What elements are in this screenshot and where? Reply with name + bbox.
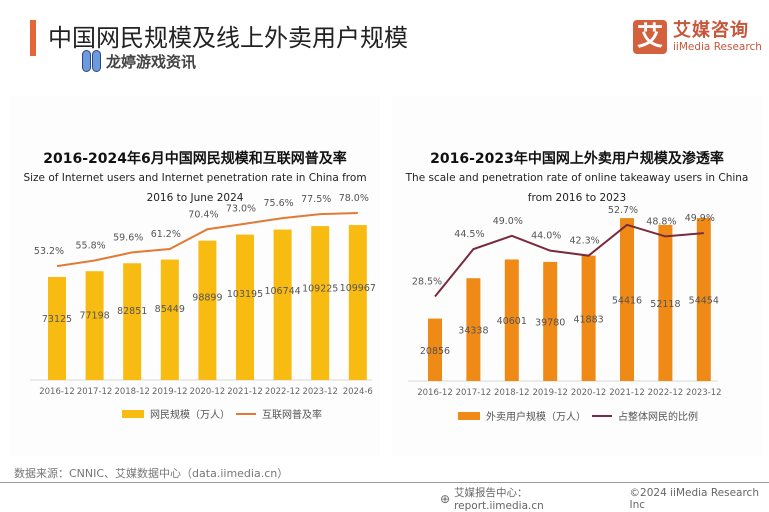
globe-icon: ⊕ bbox=[440, 491, 451, 506]
legend-label-bar: 网民规模（万人） bbox=[150, 410, 230, 421]
logo-name-en: iiMedia Research bbox=[673, 40, 762, 53]
report-center-link[interactable]: 艾媒报告中心：report.iimedia.cn bbox=[454, 487, 544, 512]
legend-swatch-line bbox=[592, 414, 612, 417]
watermark-text: 龙婷游戏资讯 bbox=[106, 52, 197, 71]
chart-title: 2016-2024年6月中国网民规模和互联网普及率 bbox=[43, 151, 347, 167]
legend-swatch-line bbox=[236, 412, 256, 415]
legend-label-line: 占整体网民的比例 bbox=[618, 412, 698, 423]
data-source: 数据来源：CNNIC、艾媒数据中心（data.iimedia.cn） bbox=[14, 467, 289, 480]
chart-title: 2016-2023年中国网上外卖用户规模及渗透率 bbox=[430, 151, 724, 167]
legend-label-line: 互联网普及率 bbox=[262, 410, 322, 421]
title-accent-bar bbox=[30, 20, 36, 56]
brand-logo: 艾 艾媒咨询 iiMedia Research bbox=[633, 20, 762, 54]
footer-divider bbox=[0, 482, 769, 483]
chart-subtitle-line1: Size of Internet users and Internet pene… bbox=[23, 172, 367, 184]
game-controller-icon bbox=[82, 50, 102, 72]
chart-subtitle-line1: The scale and penetration rate of online… bbox=[405, 172, 749, 184]
legend-swatch-bar bbox=[458, 411, 480, 420]
logo-mark-icon: 艾 bbox=[633, 20, 667, 54]
legend-label-bar: 外卖用户规模（万人） bbox=[486, 412, 586, 423]
chart-legend: 网民规模（万人） 互联网普及率 bbox=[122, 406, 322, 421]
legend-swatch-bar bbox=[122, 409, 144, 418]
page-title: 中国网民规模及线上外卖用户规模 bbox=[48, 24, 408, 52]
watermark: 龙婷游戏资讯 bbox=[82, 50, 196, 72]
chart-panel-takeaway-users: 2016-2023年中国网上外卖用户规模及渗透率 The scale and p… bbox=[392, 96, 762, 456]
chart-panel-internet-users: 2016-2024年6月中国网民规模和互联网普及率 Size of Intern… bbox=[10, 96, 380, 456]
chart-subtitle-line2: 2016 to June 2024 bbox=[146, 192, 244, 204]
chart-legend: 外卖用户规模（万人） 占整体网民的比例 bbox=[458, 408, 698, 423]
logo-name-cn: 艾媒咨询 bbox=[673, 19, 749, 41]
footer: ⊕ 艾媒报告中心：report.iimedia.cn ©2024 iiMedia… bbox=[440, 485, 769, 512]
copyright: ©2024 iiMedia Research Inc bbox=[629, 486, 759, 511]
chart-subtitle-line2: from 2016 to 2023 bbox=[527, 192, 627, 204]
